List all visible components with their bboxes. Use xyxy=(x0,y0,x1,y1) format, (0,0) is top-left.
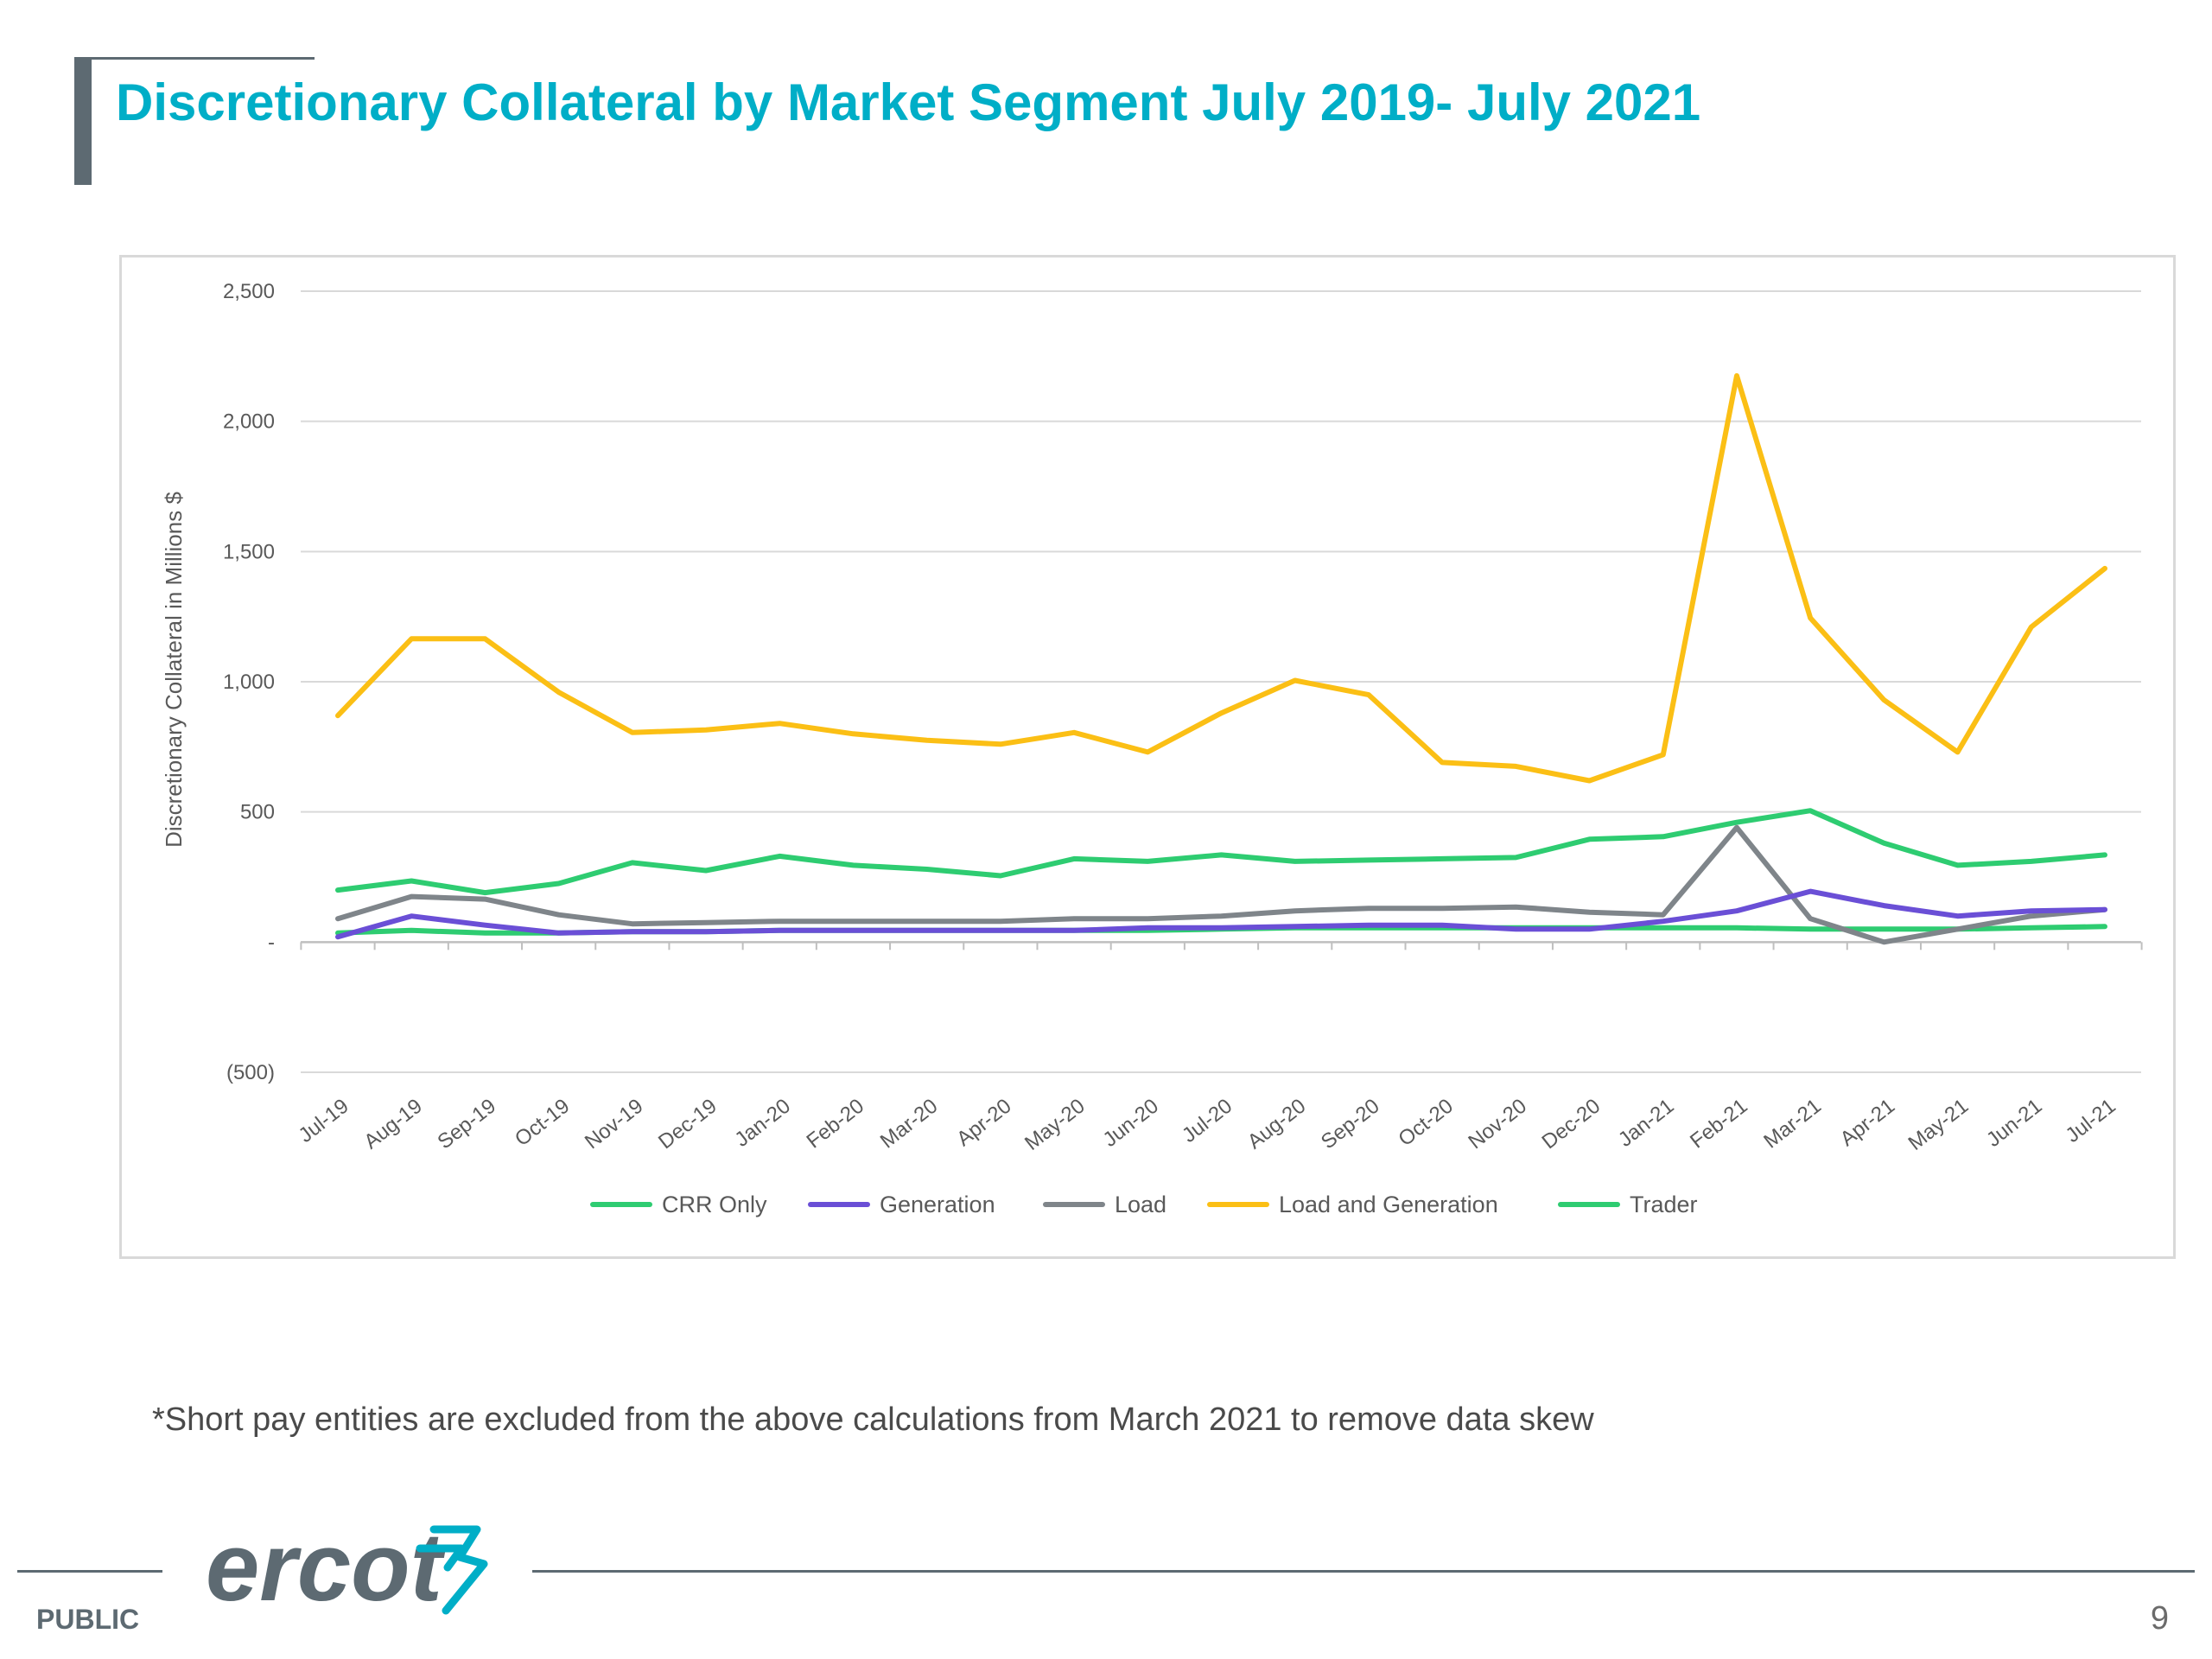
legend-label: Load xyxy=(1115,1192,1166,1217)
page-number: 9 xyxy=(2150,1600,2169,1637)
logo-wordmark: ercot xyxy=(206,1514,447,1621)
series-lines xyxy=(335,372,2107,945)
x-tick-label: Feb-20 xyxy=(803,1094,869,1153)
series-line-load-and-generation xyxy=(335,372,2107,784)
legend-label: CRR Only xyxy=(662,1192,767,1217)
y-tick-labels: (500) - 500 1,000 1,500 2,000 2,500 xyxy=(223,280,275,1084)
x-tick-label: Mar-20 xyxy=(876,1094,943,1153)
y-tick-label: 2,500 xyxy=(223,280,275,303)
ercot-logo: ercot xyxy=(206,1514,488,1621)
x-tick-label: Oct-20 xyxy=(1394,1094,1457,1151)
legend-label: Load and Generation xyxy=(1279,1192,1498,1217)
legend-label: Generation xyxy=(880,1192,995,1217)
x-tick-label: Jul-19 xyxy=(295,1094,353,1147)
bolt-icon xyxy=(416,1525,488,1615)
series-line-generation xyxy=(335,888,2107,940)
legend-label: Trader xyxy=(1630,1192,1698,1217)
title-accent-bar xyxy=(74,57,92,185)
x-tick-label: Apr-20 xyxy=(952,1094,1015,1151)
x-tick-label: Nov-19 xyxy=(581,1094,648,1154)
x-tick-label: Nov-20 xyxy=(1464,1094,1531,1154)
x-tick-label: Dec-19 xyxy=(654,1094,721,1154)
x-tick-label: Aug-20 xyxy=(1243,1094,1311,1154)
x-tick-labels: Jul-19 Aug-19 Sep-19 Oct-19 Nov-19 Dec-19 Jan-… xyxy=(295,1094,2120,1155)
series-line-crr-only xyxy=(335,808,2107,896)
x-tick-label: Apr-21 xyxy=(1836,1094,1899,1151)
x-tick-label: Jan-20 xyxy=(730,1094,794,1151)
footnote: *Short pay entities are excluded from th… xyxy=(152,1402,1594,1438)
x-tick-label: Sep-19 xyxy=(434,1094,501,1154)
x-tick-label: May-21 xyxy=(1904,1094,1974,1155)
footer-divider-right xyxy=(532,1570,2195,1573)
series-line-load xyxy=(335,824,2107,945)
classification-label: PUBLIC xyxy=(36,1604,140,1635)
y-tick-label: - xyxy=(268,931,275,954)
x-tick-label: Jul-21 xyxy=(2062,1094,2120,1147)
y-tick-label: 1,000 xyxy=(223,671,275,694)
x-tick-label: Sep-20 xyxy=(1317,1094,1384,1154)
slide-title: Discretionary Collateral by Market Segme… xyxy=(116,73,1701,131)
x-tick-label: May-20 xyxy=(1020,1094,1090,1155)
x-tick-label: Mar-21 xyxy=(1759,1094,1826,1153)
x-tick-label: Jun-21 xyxy=(1982,1094,2046,1151)
y-tick-label: (500) xyxy=(226,1061,275,1084)
y-axis-title: Discretionary Collateral in Millions $ xyxy=(161,492,187,848)
x-tick-label: Jul-20 xyxy=(1178,1094,1236,1147)
y-tick-label: 1,500 xyxy=(223,540,275,563)
y-tick-label: 500 xyxy=(240,801,275,824)
x-tick-label: Jun-20 xyxy=(1099,1094,1163,1151)
y-tick-label: 2,000 xyxy=(223,410,275,434)
x-tick-label: Aug-19 xyxy=(359,1094,427,1154)
chart-legend: CRR Only Generation Load Load and Generatio… xyxy=(590,1192,1698,1217)
gridlines xyxy=(300,290,2143,1073)
x-tick-label: Dec-20 xyxy=(1538,1094,1605,1154)
x-tick-label: Feb-21 xyxy=(1686,1094,1752,1153)
footer-divider-left xyxy=(17,1570,162,1573)
x-tick-label: Oct-19 xyxy=(511,1094,574,1151)
title-accent-rule xyxy=(74,57,315,60)
x-tick-label: Jan-21 xyxy=(1614,1094,1678,1151)
